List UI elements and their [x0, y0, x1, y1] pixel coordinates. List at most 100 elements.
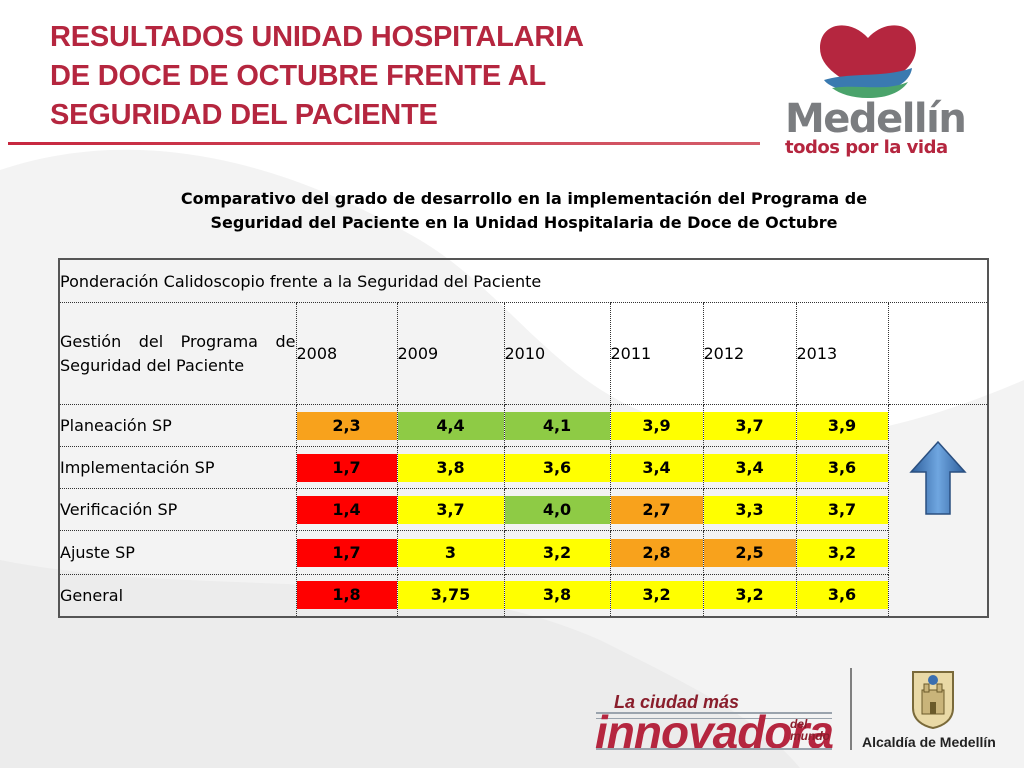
value-2008: 1,7 [296, 453, 397, 482]
slogan-mundo: mundo [790, 729, 830, 743]
value-cell: 3 [396, 530, 505, 575]
slogan-lines [596, 712, 832, 719]
value-2013: 3,7 [796, 495, 888, 524]
year-2011: 2011 [609, 302, 704, 405]
value-cell: 1,4 [295, 488, 398, 531]
year-2009: 2009 [396, 302, 505, 405]
table-row: Verificación SP 1,4 3,7 4,0 2,7 3,3 3,7 [58, 488, 988, 531]
coat-of-arms-icon [912, 671, 954, 730]
slogan-lines-bottom [596, 748, 832, 753]
value-cell: 3,4 [702, 446, 797, 489]
table-row: Implementación SP 1,7 3,8 3,6 3,4 3,4 3,6 [58, 446, 988, 489]
value-2010: 3,8 [504, 581, 610, 610]
value-cell: 3,4 [609, 446, 704, 489]
value-2011: 3,2 [610, 581, 703, 610]
value-cell: 3,75 [396, 574, 505, 617]
value-cell: 3,7 [795, 488, 889, 531]
value-2010: 4,1 [504, 411, 610, 440]
table-row: Ajuste SP 1,7 3 3,2 2,8 2,5 3,2 [58, 530, 988, 575]
row-label: Implementación SP [58, 446, 297, 489]
value-cell: 3,6 [795, 574, 889, 617]
value-2008: 2,3 [296, 411, 397, 440]
value-cell: 3,3 [702, 488, 797, 531]
value-cell: 4,0 [503, 488, 611, 531]
value-cell: 1,8 [295, 574, 398, 617]
value-cell: 3,7 [702, 404, 797, 447]
value-2011: 3,4 [610, 453, 703, 482]
value-2012: 2,5 [703, 538, 796, 567]
value-2012: 3,4 [703, 453, 796, 482]
value-2013: 3,9 [796, 411, 888, 440]
value-cell: 2,5 [702, 530, 797, 575]
row-label: Planeación SP [58, 404, 297, 447]
title-line-3: SEGURIDAD DEL PACIENTE [50, 99, 438, 131]
value-cell: 3,2 [795, 530, 889, 575]
value-2009: 3,75 [397, 581, 504, 610]
value-2009: 3,7 [397, 495, 504, 524]
value-2012: 3,7 [703, 411, 796, 440]
value-cell: 2,8 [609, 530, 704, 575]
value-2011: 2,7 [610, 495, 703, 524]
value-cell: 1,7 [295, 446, 398, 489]
value-2009: 4,4 [397, 411, 504, 440]
value-2012: 3,2 [703, 581, 796, 610]
value-cell: 3,6 [503, 446, 611, 489]
table-row: General 1,8 3,75 3,8 3,2 3,2 3,6 [58, 574, 988, 617]
value-cell: 2,3 [295, 404, 398, 447]
value-2013: 3,2 [796, 538, 888, 567]
value-cell: 4,4 [396, 404, 505, 447]
results-table: Ponderación Calidoscopio frente a la Seg… [58, 258, 990, 618]
row-label: Ajuste SP [58, 530, 297, 575]
value-2013: 3,6 [796, 453, 888, 482]
year-2013: 2013 [795, 302, 889, 405]
value-2008: 1,7 [296, 538, 397, 567]
table-header: Ponderación Calidoscopio frente a la Seg… [58, 258, 989, 303]
title-line-2: DE DOCE DE OCTUBRE FRENTE AL [50, 60, 547, 92]
year-2010: 2010 [503, 302, 611, 405]
value-cell: 3,8 [503, 574, 611, 617]
logo-wordmark: Medellín [785, 96, 967, 142]
title-line-1: RESULTADOS UNIDAD HOSPITALARIA [50, 21, 584, 53]
alcaldia-label: Alcaldía de Medellín [862, 734, 996, 750]
value-2011: 2,8 [610, 538, 703, 567]
value-cell: 3,9 [795, 404, 889, 447]
value-cell: 1,7 [295, 530, 398, 575]
value-cell: 3,8 [396, 446, 505, 489]
value-2010: 3,6 [504, 453, 610, 482]
year-2012: 2012 [702, 302, 797, 405]
value-cell: 3,2 [702, 574, 797, 617]
value-2011: 3,9 [610, 411, 703, 440]
year-2008: 2008 [295, 302, 398, 405]
value-2008: 1,8 [296, 581, 397, 610]
value-cell: 2,7 [609, 488, 704, 531]
value-cell: 3,2 [609, 574, 704, 617]
value-2009: 3 [397, 538, 504, 567]
title-divider [8, 142, 760, 145]
value-2009: 3,8 [397, 453, 504, 482]
value-cell: 3,7 [396, 488, 505, 531]
table-row: Planeación SP 2,3 4,4 4,1 3,9 3,7 3,9 [58, 404, 989, 617]
logo-tagline: todos por la vida [785, 137, 948, 158]
slogan-del: del [790, 717, 808, 731]
value-cell: 4,1 [503, 404, 611, 447]
value-cell: 3,6 [795, 446, 889, 489]
row-label: Verificación SP [58, 488, 297, 531]
medellin-heart-logo-icon [820, 25, 916, 98]
empty-cell [887, 302, 989, 405]
slogan-del-mundo: del mundo [790, 718, 840, 742]
caption-line-2: Seguridad del Paciente en la Unidad Hosp… [210, 213, 838, 232]
footer-divider [850, 668, 852, 750]
value-cell: 3,9 [609, 404, 704, 447]
slogan-small: La ciudad más [614, 692, 740, 712]
table-caption: Comparativo del grado de desarrollo en l… [62, 187, 986, 235]
trend-cell [887, 404, 989, 617]
table-header-row: Ponderación Calidoscopio frente a la Seg… [58, 258, 989, 303]
years-row: Gestión del Programa de Seguridad del Pa… [58, 302, 989, 405]
up-arrow-icon [909, 440, 967, 515]
row-label: General [58, 574, 297, 617]
value-2008: 1,4 [296, 495, 397, 524]
value-2010: 4,0 [504, 495, 610, 524]
value-2012: 3,3 [703, 495, 796, 524]
value-2010: 3,2 [504, 538, 610, 567]
caption-line-1: Comparativo del grado de desarrollo en l… [180, 189, 868, 208]
